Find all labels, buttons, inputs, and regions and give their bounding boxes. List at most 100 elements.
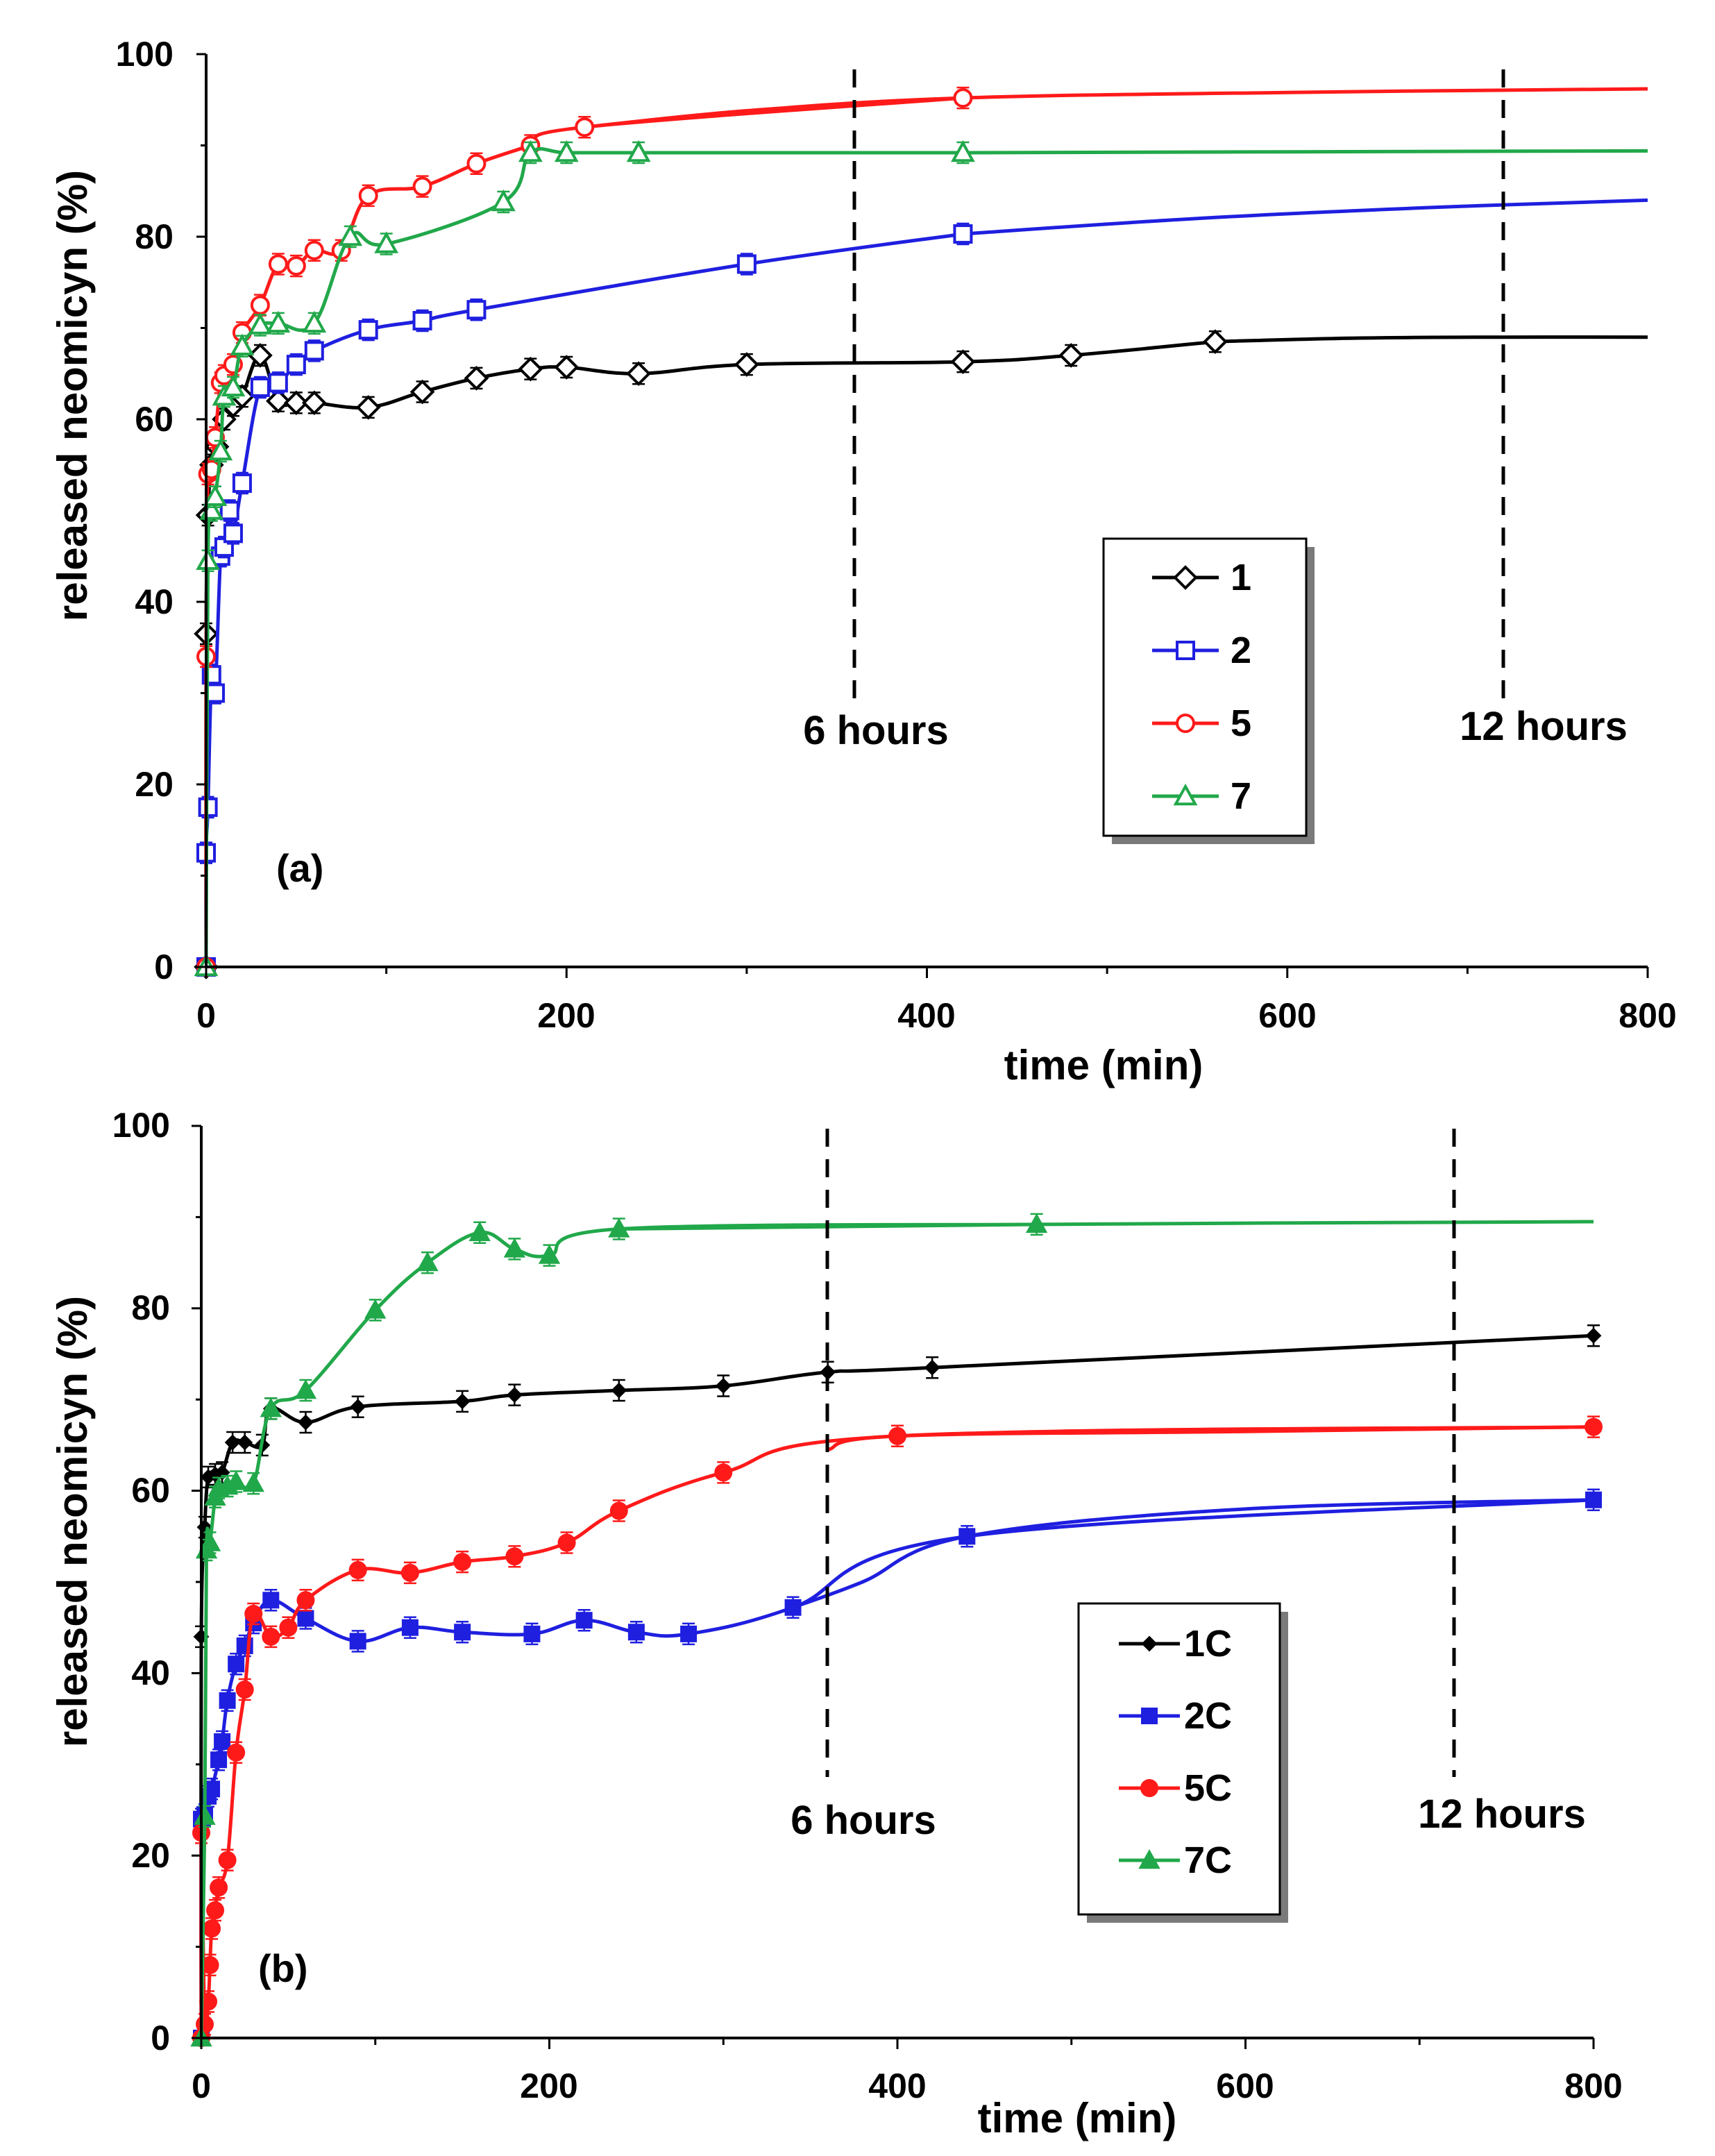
chart-b-data-point	[296, 1591, 315, 1610]
chart-a-data-point	[374, 231, 399, 253]
chart-b-data-point	[350, 1399, 366, 1415]
chart-a-x-axis-title: time (min)	[1004, 1042, 1203, 1088]
chart-a-series-trendline	[963, 198, 1648, 236]
chart-b-data-point	[210, 1751, 228, 1769]
chart-a-series-line	[204, 146, 963, 968]
chart-b-ytick-label: 0	[151, 2019, 170, 2057]
chart-b-data-point	[228, 1656, 245, 1673]
chart-b-data-point	[454, 1393, 471, 1410]
chart-b-xtick-label: 0	[192, 2066, 211, 2105]
chart-b-legend-label: 1C	[1184, 1623, 1232, 1665]
chart-a-annotation-6-hours: 6 hours	[803, 708, 949, 753]
chart-b-data-point	[454, 1624, 471, 1641]
chart-a-data-point	[266, 388, 291, 414]
chart-a-data-point	[268, 373, 288, 393]
chart-b-legend-label: 7C	[1184, 1839, 1232, 1881]
chart-b-series-line	[199, 1425, 1594, 2039]
chart-a-data-point	[223, 523, 243, 544]
chart-a-data-point	[412, 310, 432, 330]
chart-a-legend-label: 7	[1231, 775, 1251, 817]
chart-a-data-point	[355, 395, 381, 420]
chart-b-data-point	[608, 1218, 630, 1238]
chart-b-series-2C	[193, 1488, 1602, 2046]
chart-b-data-point	[453, 1553, 472, 1572]
chart-b-annotation-6-hours: 6 hours	[791, 1798, 936, 1843]
chart-b-xtick-label: 600	[1216, 2066, 1274, 2105]
chart-a-legend-label: 2	[1231, 630, 1251, 671]
chart-b-data-point	[627, 1624, 645, 1641]
chart-a-y-axis-title: released neomicyn (%)	[49, 170, 96, 621]
chart-b-data-point	[219, 1692, 236, 1709]
chart-b-data-point	[224, 1434, 241, 1451]
chart-a-data-point	[304, 341, 324, 361]
chart-a-data-point	[950, 349, 976, 374]
chart-a-data-point	[286, 355, 306, 375]
chart-b-legend-keys	[1119, 1635, 1180, 1869]
chart-a-data-point	[626, 361, 651, 387]
chart-a-legend-label: 1	[1231, 557, 1251, 598]
chart-a-series-7	[194, 140, 1648, 977]
chart-a-data-point	[266, 310, 291, 333]
legend-box	[1077, 1602, 1281, 1916]
chart-a-legend-keys	[1152, 565, 1219, 806]
chart-b-data-point	[506, 1387, 523, 1404]
chart-b-legend-marker	[1141, 1708, 1158, 1724]
chart-b-data-point	[416, 1252, 439, 1272]
chart-a-xtick-label: 200	[537, 996, 595, 1035]
chart-b-ytick-label: 20	[131, 1836, 170, 1875]
chart-a-series-trendline	[584, 87, 1648, 129]
chart-b-panel-label: (b)	[258, 1946, 308, 1990]
chart-b-legend-marker	[1141, 1635, 1158, 1652]
chart-b-ytick-label: 80	[131, 1288, 170, 1327]
chart-b-data-point	[1585, 1491, 1602, 1508]
chart-b-data-point	[218, 1851, 237, 1869]
chart-a-data-point	[951, 140, 975, 162]
chart-b-legend-marker	[1138, 1848, 1160, 1869]
chart-a-data-point	[466, 300, 487, 320]
chart-a-ticks	[196, 53, 1649, 978]
chart-a-xtick-label: 800	[1619, 996, 1676, 1035]
chart-a-xtick-label: 600	[1258, 996, 1316, 1035]
chart-b-xtick-label: 800	[1564, 2066, 1622, 2105]
chart-b-legend-label: 2C	[1184, 1695, 1232, 1737]
chart-a-data-point	[466, 153, 487, 174]
chart-a-legend-marker	[1173, 565, 1198, 590]
chart-a-series-trendline	[963, 149, 1648, 155]
chart-b-legend: 1C 2C 5C 7C	[1077, 1602, 1288, 1923]
chart-b-data-point	[198, 1531, 221, 1551]
chart-b-data-point	[225, 1470, 247, 1490]
chart-b-data-point	[503, 1238, 526, 1258]
chart-b-data-point	[575, 1612, 593, 1629]
chart-a-data-point	[518, 356, 543, 382]
chart-b-data-point	[888, 1426, 906, 1445]
chart-a-data-point	[196, 548, 220, 571]
chart-a-xtick-label: 0	[196, 996, 216, 1035]
chart-a-ytick-label: 80	[135, 217, 174, 256]
chart-b-y-axis-title: released neomicyn (%)	[49, 1296, 96, 1747]
chart-a-data-point	[301, 390, 327, 416]
chart-b-data-point	[235, 1681, 254, 1699]
chart-a-data-point	[554, 355, 580, 380]
chart-b-data-point	[714, 1463, 733, 1482]
chart-a-data-point	[205, 683, 225, 703]
chart-a-data-point	[248, 343, 273, 368]
chart-a-data-point	[358, 185, 378, 205]
chart-a-data-point	[248, 312, 273, 335]
chart-a-data-point	[268, 254, 288, 274]
chart-a-legend-marker	[1176, 641, 1195, 660]
chart-b-data-point	[1025, 1213, 1048, 1233]
chart-a-data-point	[626, 140, 651, 162]
chart-a-series-line	[204, 96, 963, 968]
chart-b-ytick-label: 100	[112, 1106, 170, 1145]
chart-b-data-point	[505, 1547, 524, 1566]
chart-a-ytick-label: 0	[154, 948, 174, 986]
chart-b-data-point	[611, 1382, 627, 1399]
chart-a-data-point	[518, 140, 543, 162]
chart-b-data-point	[260, 1397, 282, 1417]
chart-b-data-point	[538, 1244, 561, 1264]
legend-box	[1102, 537, 1308, 837]
chart-b-data-point	[294, 1379, 317, 1399]
chart-a-data-point	[302, 310, 327, 333]
chart-a-xtick-label: 400	[897, 996, 955, 1035]
chart-b-annotation-12-hours: 12 hours	[1418, 1792, 1586, 1837]
